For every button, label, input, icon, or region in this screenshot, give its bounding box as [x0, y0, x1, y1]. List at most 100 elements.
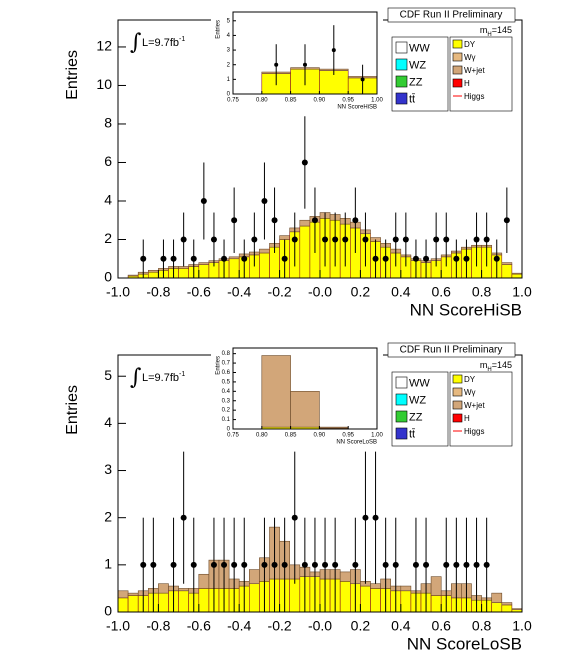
histogram-bar [158, 583, 169, 594]
legend-swatch [452, 78, 463, 88]
histogram-bar [178, 268, 190, 279]
mass-part: H [487, 367, 491, 373]
x-tick-label: 1.00 [371, 98, 383, 104]
histogram-bar [400, 585, 412, 592]
lumi: L=9.7fb-1 [142, 36, 185, 49]
title: CDF Run II Preliminary [400, 345, 503, 356]
x-tick-label: 0.8 [472, 618, 492, 634]
legend-swatch [452, 374, 463, 384]
histogram-bar [148, 269, 159, 273]
data-point [140, 561, 147, 568]
data-point [170, 561, 177, 568]
y-tick-label: 0.6 [222, 370, 231, 376]
histogram-bar [178, 588, 190, 592]
legend-label: DY [464, 40, 476, 49]
histogram-bar [289, 578, 301, 613]
histogram-bar [319, 426, 349, 429]
mass-part: m [480, 360, 488, 370]
histogram-bar [117, 590, 129, 599]
x-tick-label: 0.75 [227, 98, 239, 104]
legend-swatch [452, 400, 463, 410]
data-point [274, 62, 279, 67]
data-point [180, 236, 187, 243]
y-tick-label: 4 [227, 33, 231, 39]
data-point [190, 561, 197, 568]
lumi-symbol: ∫ [130, 30, 142, 55]
y-tick-label: 0.2 [222, 408, 231, 414]
inset-background [211, 4, 383, 114]
data-point [483, 561, 490, 568]
legend-label: ZZ [409, 411, 423, 423]
legend-label: WW [409, 377, 430, 389]
histogram-bar [198, 262, 210, 265]
title-box [387, 7, 516, 23]
histogram-bar [198, 264, 210, 279]
histogram-bar [127, 592, 139, 596]
plot-frame [232, 11, 378, 95]
data-point [332, 236, 339, 243]
data-point [251, 236, 258, 243]
legend-label: Wγ [464, 388, 476, 397]
x-tick-label: 1.00 [371, 433, 383, 439]
x-tick-label: 0.2 [351, 618, 371, 634]
x-tick-label: 0.2 [351, 284, 371, 300]
lumi-text: L=9.7fb [142, 37, 179, 49]
histogram-bar [501, 264, 513, 279]
x-tick-label: 0.8 [472, 284, 492, 300]
histogram-bar [511, 608, 523, 610]
histogram-bar [228, 258, 240, 279]
x-tick-label: -0.2 [268, 618, 292, 634]
data-point [362, 236, 369, 243]
legend-label: WZ [409, 394, 426, 406]
x-axis-title: NN ScoreLoSB [336, 440, 377, 446]
histogram-bar [370, 583, 381, 589]
legend-swatch [452, 65, 463, 75]
histogram-bar [290, 391, 320, 428]
histogram-bar [198, 588, 210, 613]
histogram-bar [158, 592, 169, 613]
legend-label: tt̄ [409, 93, 415, 105]
histogram-bar [511, 273, 523, 279]
legend-label: WZ [409, 59, 426, 71]
data-point [140, 255, 147, 262]
y-tick-label: 0.4 [222, 389, 231, 395]
data-point [423, 255, 430, 262]
data-point [210, 561, 217, 568]
mass-part: =145 [492, 360, 512, 370]
mass-label: mH=145 [480, 25, 512, 37]
histogram-bar [339, 571, 351, 582]
x-tick-label: 0.80 [256, 98, 268, 104]
y-tick-label: 5 [104, 367, 112, 383]
y-tick-label: 8 [104, 115, 112, 131]
y-axis-title: Entries [64, 50, 81, 100]
lumi: L=9.7fb-1 [142, 371, 185, 384]
x-tick-label: 1.0 [512, 618, 532, 634]
histogram-bar [259, 248, 270, 254]
y-tick-label: 2 [104, 230, 112, 246]
y-axis-title: Entries [64, 385, 81, 435]
data-point [281, 255, 288, 262]
histogram-bar [178, 590, 190, 613]
data-point [322, 561, 329, 568]
y-tick-label: 0 [104, 603, 112, 619]
data-point [463, 255, 470, 262]
legend-swatch [395, 427, 408, 440]
data-point [200, 197, 207, 204]
x-tick-label: 0.90 [314, 98, 326, 104]
histogram-bar [127, 595, 139, 613]
histogram-bar [501, 604, 513, 613]
inset: 0 0.1 0.2 0.3 0.4 0.5 0.6 0.7 0.8 0.75 0.80 0.85 0.9… [211, 340, 383, 449]
data-point [372, 514, 379, 521]
x-tick-label: -1.0 [106, 618, 130, 634]
y-axis-title: Entries [216, 20, 222, 39]
legend-label: tt̄ [409, 428, 415, 440]
x-tick-label: 0.4 [391, 618, 411, 634]
data-point [392, 236, 399, 243]
histogram-bar [491, 592, 503, 603]
data-point [433, 236, 440, 243]
y-tick-label: 5 [227, 18, 231, 24]
x-axis-title: NN ScoreLoSB [407, 634, 522, 653]
